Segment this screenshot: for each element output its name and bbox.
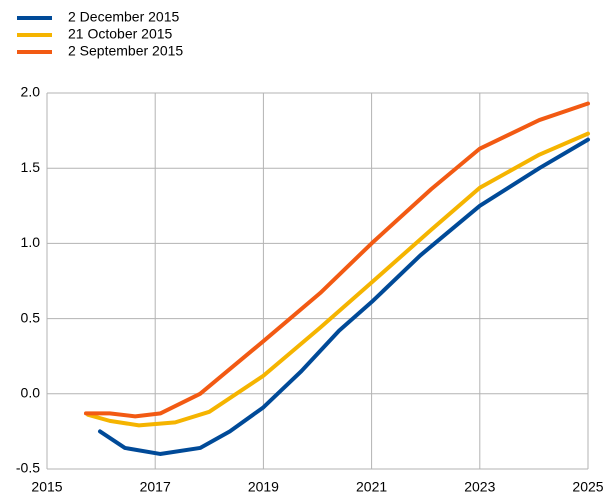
x-tick-label: 2023 xyxy=(464,479,495,495)
x-tick-label: 2021 xyxy=(356,479,387,495)
legend-label: 2 September 2015 xyxy=(68,43,183,59)
legend-label: 21 October 2015 xyxy=(68,26,173,42)
y-tick-label: 1.0 xyxy=(21,234,41,250)
series-line xyxy=(86,131,590,428)
legend-label: 2 December 2015 xyxy=(68,9,180,25)
x-tick-label: 2015 xyxy=(31,479,62,495)
x-tick-label: 2019 xyxy=(248,479,279,495)
series-line xyxy=(98,137,590,456)
y-tick-label: 0.0 xyxy=(21,385,41,401)
x-tick-label: 2017 xyxy=(140,479,171,495)
y-tick-label: 1.5 xyxy=(21,159,41,175)
y-tick-label: -0.5 xyxy=(16,460,40,476)
y-tick-label: 0.5 xyxy=(21,309,41,325)
series-line xyxy=(83,101,590,419)
x-tick-label: 2025 xyxy=(572,479,603,495)
y-tick-label: 2.0 xyxy=(21,84,41,100)
